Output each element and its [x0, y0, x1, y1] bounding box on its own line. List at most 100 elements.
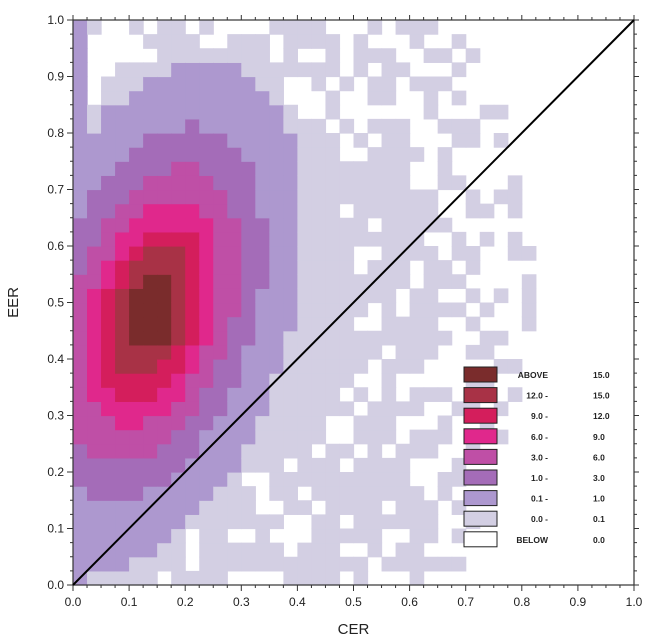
heatmap-cell [381, 118, 397, 134]
heatmap-cell [87, 457, 102, 473]
heatmap-cell [297, 472, 313, 487]
heatmap-cell [129, 330, 144, 346]
heatmap-cell [227, 147, 242, 162]
heatmap-cell [507, 203, 523, 219]
heatmap-cell [171, 175, 186, 191]
heatmap-cell [185, 203, 200, 219]
heatmap-cell [241, 288, 256, 304]
heatmap-cell [423, 76, 439, 92]
heatmap-cell [325, 359, 341, 374]
heatmap-cell [87, 373, 102, 388]
heatmap-cell [101, 330, 116, 346]
heatmap-cell [255, 175, 270, 191]
heatmap-cell [73, 104, 88, 120]
heatmap-cell [465, 203, 481, 219]
heatmap-cell [311, 62, 327, 78]
heatmap-cell [73, 48, 88, 63]
heatmap-cell [185, 48, 200, 63]
heatmap-cell [101, 373, 116, 388]
heatmap-cell [311, 246, 327, 261]
heatmap-cell [157, 161, 172, 176]
x-tick-label: 0.8 [513, 595, 530, 609]
heatmap-cell [367, 443, 383, 459]
heatmap-cell [255, 344, 270, 360]
legend-range-label: 12.0 - [526, 391, 548, 401]
heatmap-cell [129, 542, 144, 558]
heatmap-cell [101, 274, 116, 289]
heatmap-cell [227, 161, 242, 176]
legend-range-label: 0.0 - [531, 514, 548, 524]
heatmap-cell [297, 62, 313, 78]
heatmap-cell [73, 161, 88, 176]
heatmap-cell [283, 161, 298, 176]
heatmap-cell [269, 387, 284, 402]
heatmap-cell [213, 203, 228, 219]
heatmap-cell [115, 260, 130, 275]
heatmap-cell [213, 104, 228, 120]
heatmap-cell [143, 189, 158, 205]
heatmap-cell [241, 302, 256, 318]
heatmap-cell [339, 288, 355, 304]
heatmap-cell [311, 260, 327, 275]
heatmap-cell [367, 514, 383, 530]
heatmap-cell [283, 203, 298, 219]
heatmap-cell [325, 274, 341, 289]
heatmap-cell [227, 486, 242, 501]
heatmap-cell [381, 48, 397, 63]
heatmap-cell [311, 20, 327, 35]
heatmap-cell [227, 118, 242, 134]
heatmap-cell [381, 316, 397, 332]
heatmap-cell [255, 147, 270, 162]
heatmap-cell [297, 570, 313, 586]
heatmap-cell [269, 429, 284, 445]
legend-range-label: ABOVE [518, 370, 549, 380]
heatmap-cell [199, 175, 214, 191]
heatmap-cell [227, 500, 242, 515]
heatmap-cell [157, 104, 172, 120]
heatmap-cell [73, 76, 88, 92]
heatmap-cell [101, 443, 116, 459]
heatmap-cell [339, 189, 355, 205]
heatmap-cell [311, 189, 327, 205]
heatmap-cell [213, 217, 228, 233]
heatmap-cell [297, 500, 313, 515]
heatmap-cell [185, 246, 200, 261]
heatmap-cell [367, 231, 383, 247]
heatmap-cell [297, 34, 313, 49]
legend-value-label: 12.0 [593, 411, 610, 421]
reference-diagonal-line [72, 19, 635, 586]
heatmap-cell [381, 429, 397, 445]
heatmap-cell [395, 217, 411, 233]
heatmap-cell [311, 514, 327, 530]
heatmap-cell [311, 161, 327, 176]
heatmap-cell [87, 500, 102, 515]
heatmap-cell [325, 528, 341, 544]
heatmap-cell [297, 457, 313, 473]
heatmap-cell [199, 528, 214, 544]
heatmap-cell [381, 175, 397, 191]
heatmap-cell [255, 401, 270, 417]
heatmap-cell [199, 147, 214, 162]
heatmap-cell [255, 302, 270, 318]
heatmap-cell [73, 90, 88, 106]
legend-range-label: 9.0 - [531, 411, 548, 421]
heatmap-cell [73, 133, 88, 148]
heatmap-cell [157, 90, 172, 106]
heatmap-cell [283, 20, 298, 35]
heatmap-cell [339, 443, 355, 459]
heatmap-cell [157, 500, 172, 515]
heatmap-cell [87, 231, 102, 247]
heatmap-cell [213, 373, 228, 388]
heatmap-cell [339, 217, 355, 233]
heatmap-cell [269, 288, 284, 304]
heatmap-cell [437, 48, 453, 63]
x-tick-label: 0.2 [177, 595, 194, 609]
heatmap-cell [311, 457, 327, 473]
heatmap-cell [87, 429, 102, 445]
heatmap-cell [143, 542, 158, 558]
heatmap-cell [451, 556, 467, 572]
heatmap-cell [395, 133, 411, 148]
heatmap-cell [325, 48, 341, 63]
heatmap-cell [185, 288, 200, 304]
heatmap-cell [395, 542, 411, 558]
